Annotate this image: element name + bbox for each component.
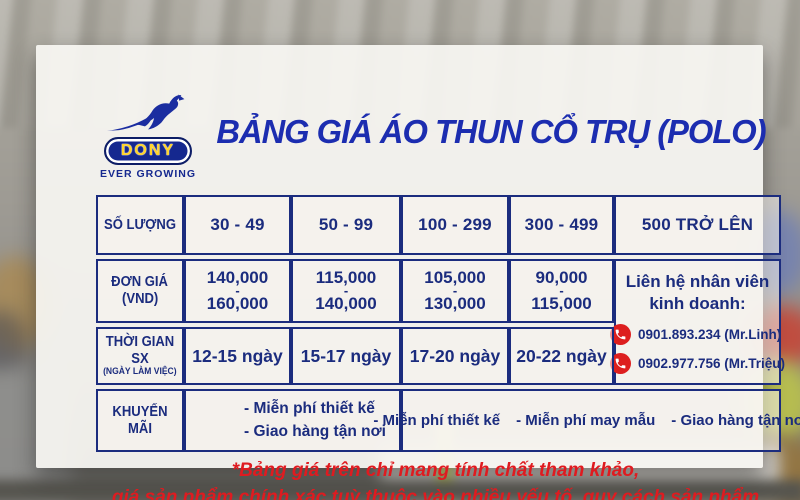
logo-wordmark-badge: DONY bbox=[104, 137, 192, 165]
price-cell: 105,000 - 130,000 bbox=[401, 259, 509, 323]
phone-number: 0902.977.756 (Mr.Triệu) bbox=[637, 356, 786, 372]
phone-icon bbox=[609, 353, 631, 375]
disclaimer-note: *Bảng giá trên chỉ mang tính chất tham k… bbox=[72, 457, 799, 500]
sales-contact-cell: Liên hệ nhân viên kinh doanh: 0901.893.2… bbox=[609, 259, 785, 385]
time-cell: 17-20 ngày bbox=[401, 327, 509, 385]
time-cell: 20-22 ngày bbox=[509, 327, 614, 385]
contact-heading: Liên hệ nhân viên kinh doanh: bbox=[625, 272, 770, 314]
time-cell: 15-17 ngày bbox=[291, 327, 401, 385]
qty-header-cell: 50 - 99 bbox=[291, 195, 401, 255]
qty-label-cell: SỐ LƯỢNG bbox=[96, 195, 184, 255]
qty-header-cell: 500 TRỞ LÊN bbox=[614, 195, 781, 255]
promo-cell-large-qty: - Miễn phí thiết kế - Miễn phí may mẫu -… bbox=[373, 389, 800, 452]
phone-row: 0902.977.756 (Mr.Triệu) bbox=[609, 353, 786, 375]
disclaimer-line-2: giá sản phẩm chính xác tuỳ thuộc vào nhi… bbox=[111, 487, 760, 500]
qty-header-cell: 100 - 299 bbox=[401, 195, 509, 255]
dony-logo: DONY EVER GROWING bbox=[94, 93, 202, 180]
promo-label-cell: KHUYẾN MÃI bbox=[96, 389, 184, 452]
page-title: BẢNG GIÁ ÁO THUN CỔ TRỤ (POLO) bbox=[216, 113, 766, 150]
qty-header-cell: 300 - 499 bbox=[509, 195, 614, 255]
time-cell: 12-15 ngày bbox=[184, 327, 291, 385]
price-cell: 115,000 - 140,000 bbox=[291, 259, 401, 323]
price-label-cell: ĐƠN GIÁ (VND) bbox=[96, 259, 184, 323]
price-cell: 140,000 - 160,000 bbox=[184, 259, 291, 323]
phone-icon bbox=[609, 324, 631, 346]
logo-wordmark: DONY bbox=[120, 142, 176, 159]
qty-header-cell: 30 - 49 bbox=[184, 195, 291, 255]
time-label-cell: THỜI GIAN SX (NGÀY LÀM VIỆC) bbox=[96, 327, 184, 385]
phone-list: 0901.893.234 (Mr.Linh) 0902.977.756 (Mr.… bbox=[609, 324, 786, 375]
phone-row: 0901.893.234 (Mr.Linh) bbox=[609, 324, 782, 346]
disclaimer-line-1: *Bảng giá trên chỉ mang tính chất tham k… bbox=[231, 460, 640, 481]
phone-number: 0901.893.234 (Mr.Linh) bbox=[637, 327, 782, 343]
price-card: DONY EVER GROWING BẢNG GIÁ ÁO THUN CỔ TR… bbox=[36, 45, 800, 500]
kangaroo-logo-icon bbox=[107, 94, 185, 131]
price-cell: 90,000 - 115,000 bbox=[509, 259, 614, 323]
logo-tagline: EVER GROWING bbox=[99, 168, 196, 180]
price-table: SỐ LƯỢNG 30 - 49 50 - 99 100 - 299 300 -… bbox=[96, 195, 800, 452]
promo-cell-small-qty: - Miễn phí thiết kế - Giao hàng tận nơi bbox=[184, 389, 401, 452]
